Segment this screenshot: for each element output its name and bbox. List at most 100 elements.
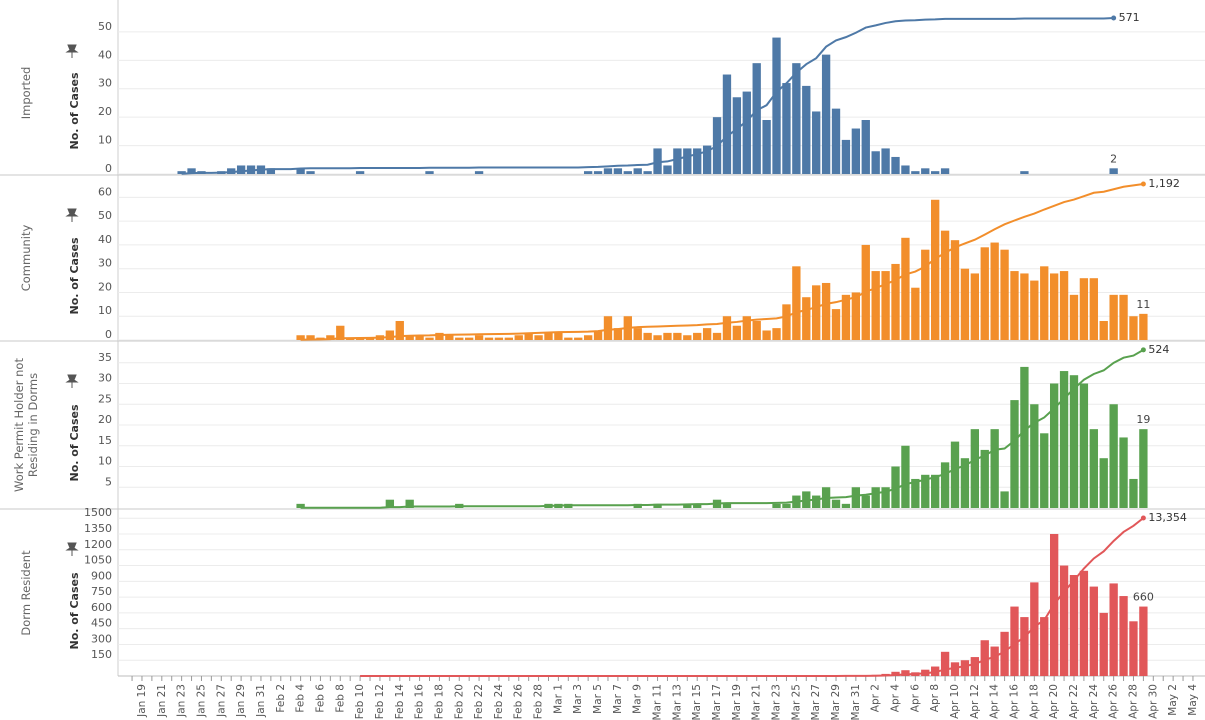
bar [1139,429,1148,508]
bar [296,503,305,508]
bar [980,449,989,508]
x-tick-label: Feb 18 [433,684,445,719]
bar [494,337,504,340]
bar [772,503,781,508]
bar [911,171,920,174]
bar [643,332,652,340]
bar [683,335,692,340]
bar [950,441,960,508]
bar [831,309,841,340]
bar [613,328,623,340]
bar [1040,266,1049,340]
bar [1010,400,1019,508]
x-tick-label: Feb 22 [473,684,485,719]
bar [1030,404,1039,508]
bar [792,63,801,174]
y-axis-label: No. of Cases [68,72,81,149]
bar [484,337,494,340]
bar [722,74,732,174]
bar [1069,375,1079,508]
line-end-dot [1111,15,1117,21]
x-tick-label: Feb 4 [295,684,307,713]
bar [901,670,910,676]
x-tick-label: Jan 25 [195,684,207,718]
bar [355,171,365,174]
x-tick-label: May 2 [1167,684,1179,716]
bar [831,108,841,174]
x-tick-label: Feb 16 [414,684,426,720]
bar [722,316,732,340]
bar [465,337,474,340]
bar [455,337,464,340]
bar [1000,249,1009,340]
panel-title: Dorm Resident [19,550,33,636]
x-tick-label: Jan 27 [215,684,227,718]
bar [603,316,613,340]
bar [960,458,970,508]
bar [821,282,831,340]
bar [1069,575,1079,676]
x-tick-label: Feb 12 [374,684,386,719]
y-tick-label: 50 [98,20,112,33]
bar [1099,612,1108,676]
line-end-dot [1140,515,1146,521]
y-tick-label: 0 [105,162,112,175]
y-axis-label: No. of Cases [68,404,81,481]
x-tick-label: Mar 1 [552,684,564,714]
y-tick-label: 300 [91,632,112,645]
pin-icon [65,208,79,222]
bar [940,651,950,676]
y-tick-label: 10 [98,134,112,147]
bar [613,168,623,174]
panel-title: Community [19,224,33,292]
x-tick-label: Apr 4 [890,684,902,713]
bar [1129,478,1138,508]
bar [911,287,920,340]
x-tick-label: Apr 14 [989,684,1001,719]
bar [970,429,979,508]
x-tick-label: Feb 24 [493,684,505,720]
bar [693,148,702,174]
bar [921,474,930,508]
line-end-dot [1140,347,1146,353]
x-tick-label: Apr 16 [1008,684,1020,719]
y-tick-label: 20 [98,280,112,293]
x-tick-label: Apr 2 [870,684,882,712]
bar [782,503,791,508]
bar [871,271,880,340]
y-tick-label: 1050 [84,554,112,567]
bar [1139,606,1148,676]
bar [911,478,920,508]
bar [841,294,851,340]
bar [772,37,781,174]
line-end-dot [1140,181,1146,187]
bar [851,487,861,508]
bar [425,171,434,174]
bar [1119,437,1128,508]
x-tick-label: Feb 26 [513,684,525,720]
bar [544,332,553,340]
y-tick-label: 900 [91,569,112,582]
cumulative-line [300,182,1144,341]
bar [1000,631,1009,676]
bar [603,168,613,174]
y-tick-label: 30 [98,372,112,385]
bar [574,337,583,340]
x-tick-label: Mar 3 [572,684,584,714]
bar-end-label: 660 [1133,591,1154,604]
bar [683,148,692,174]
bar [1129,316,1138,340]
bar [653,148,662,174]
bar [405,335,414,340]
bar [306,171,315,174]
x-tick-label: Feb 28 [533,684,545,719]
bar [802,297,811,340]
y-tick-label: 10 [98,304,112,317]
bar [504,337,513,340]
bar [881,487,890,508]
bar-end-label: 19 [1136,413,1150,426]
x-tick-label: Feb 10 [354,684,366,719]
bar [970,273,979,340]
y-tick-label: 50 [98,209,112,222]
bar [336,325,345,340]
